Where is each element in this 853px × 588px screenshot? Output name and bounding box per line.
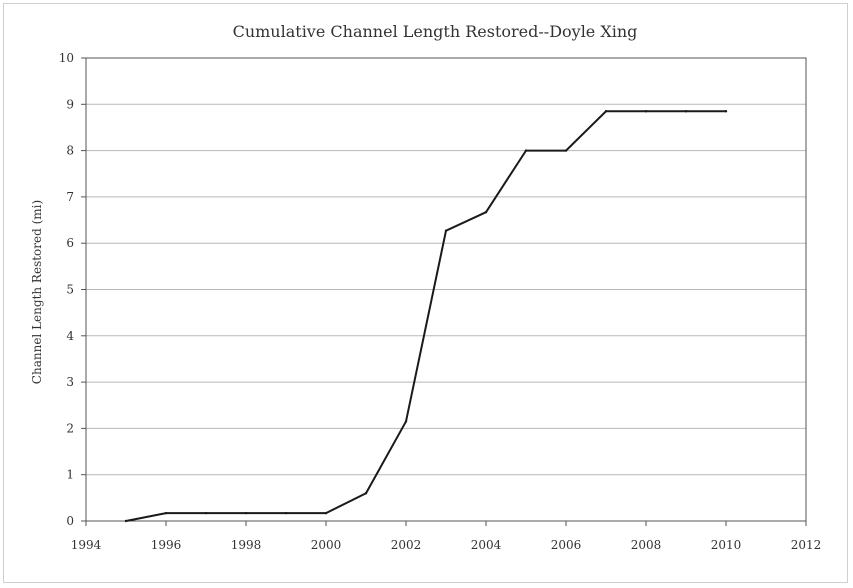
chart-title: Cumulative Channel Length Restored--Doyl…	[233, 22, 638, 41]
y-tick-label: 3	[66, 375, 74, 389]
data-point	[564, 149, 568, 152]
data-point	[164, 511, 168, 515]
x-tick-label: 2010	[711, 538, 742, 552]
y-tick-label: 7	[66, 190, 74, 204]
y-tick-label: 8	[66, 144, 74, 158]
data-point	[124, 519, 128, 523]
y-tick-label: 0	[66, 514, 74, 528]
x-tick-label: 2012	[791, 538, 822, 552]
chart-frame	[3, 3, 848, 583]
data-point	[604, 110, 608, 113]
y-tick-label: 1	[66, 468, 74, 482]
data-point	[444, 229, 448, 232]
y-tick-label: 5	[66, 283, 74, 297]
data-point	[324, 511, 328, 515]
y-tick-label: 4	[66, 329, 74, 343]
data-points	[124, 110, 728, 523]
x-tick-label: 2008	[631, 538, 662, 552]
data-point	[684, 110, 688, 113]
data-point	[484, 210, 488, 214]
x-tick-label: 1998	[231, 538, 262, 552]
x-tick-label: 2000	[311, 538, 342, 552]
y-tick-label: 2	[66, 421, 74, 435]
gridlines	[86, 103, 806, 476]
data-point	[404, 420, 408, 423]
x-tick-label: 1994	[71, 538, 102, 552]
series-line	[125, 110, 726, 522]
y-tick-label: 9	[66, 97, 74, 111]
data-point	[724, 110, 728, 113]
y-axis-label: Channel Length Restored (mi)	[30, 200, 44, 384]
data-point	[644, 110, 648, 113]
y-tick-label: 10	[59, 51, 74, 65]
data-point	[524, 149, 528, 152]
data-point	[244, 511, 248, 515]
data-point	[364, 492, 368, 495]
x-tick-label: 2002	[391, 538, 422, 552]
x-tick-label: 1996	[151, 538, 182, 552]
data-point	[204, 511, 208, 515]
x-tick-label: 2004	[471, 538, 502, 552]
data-point	[284, 511, 288, 515]
axis-ticks: 0 1 2 3 4 5 6 7 8 9 10 1994 1996 1998 2000 2002 2004 2006…	[59, 51, 822, 552]
y-tick-label: 6	[66, 236, 74, 250]
x-tick-label: 2006	[551, 538, 582, 552]
